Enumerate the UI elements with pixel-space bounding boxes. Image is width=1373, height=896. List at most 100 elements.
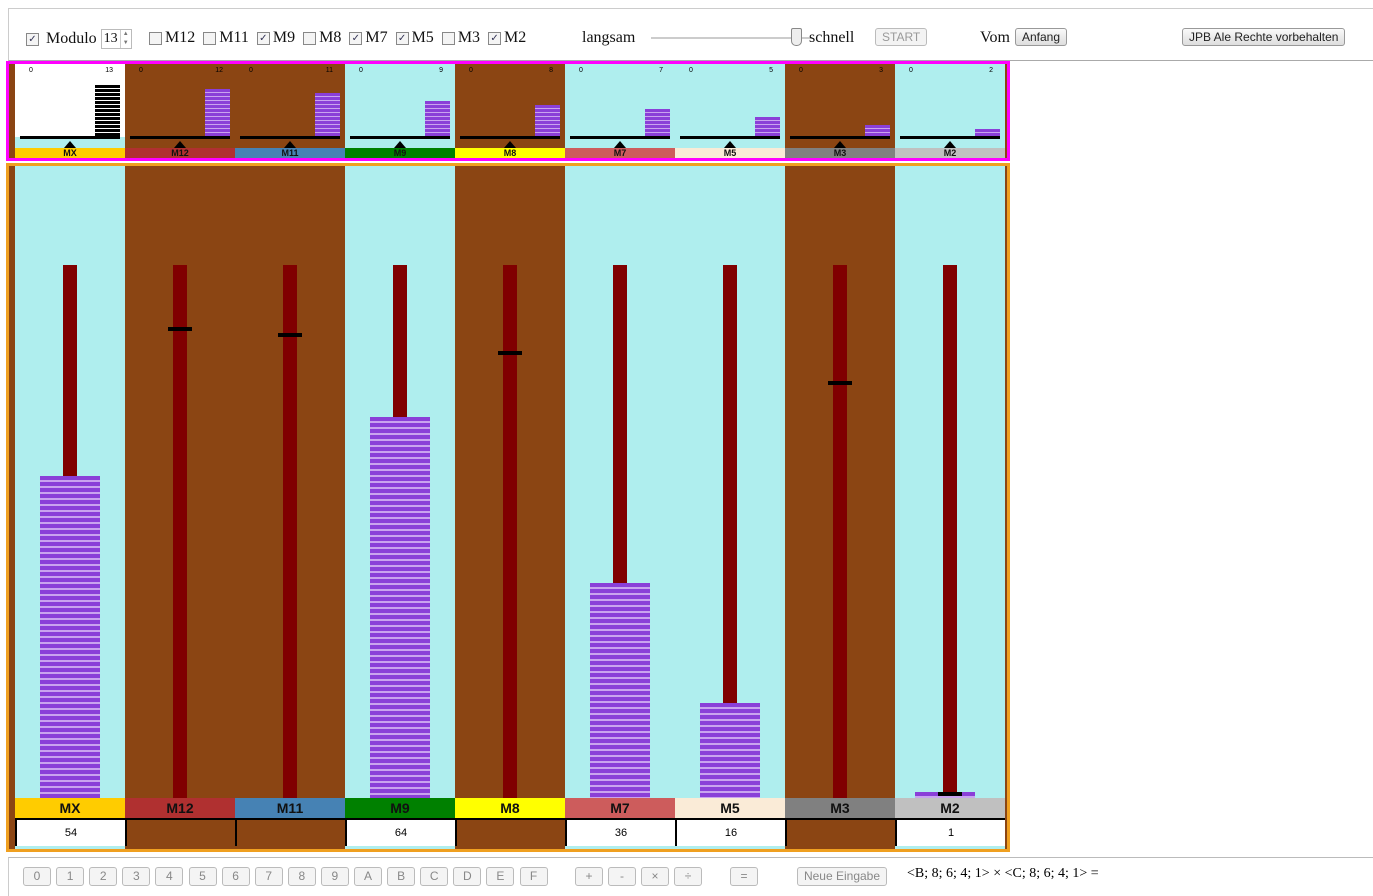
key-9[interactable]: 9 (320, 867, 349, 886)
key-4[interactable]: 4 (155, 867, 184, 886)
abacus-column-m11: M11 (235, 166, 345, 849)
key-f[interactable]: F (519, 867, 548, 886)
key-6[interactable]: 6 (221, 867, 250, 886)
modulo-toggle[interactable]: ✓ Modulo 13 ▲ ▼ (26, 29, 132, 49)
speed-slider[interactable] (651, 28, 811, 46)
scale-min: 0 (249, 67, 253, 74)
overview-label: M12 (125, 148, 235, 158)
scale-max: 12 (215, 67, 223, 74)
checkbox[interactable] (441, 31, 455, 45)
new-input-button[interactable]: Neue Eingabe (797, 867, 887, 886)
column-label: MX (15, 798, 125, 818)
checkbox[interactable] (149, 31, 162, 45)
key-a[interactable]: A (354, 867, 382, 886)
key-2[interactable]: 2 (89, 867, 118, 886)
slider-thumb[interactable] (791, 28, 802, 46)
modulo-label: Modulo (46, 30, 97, 47)
modulus-toggle-m11[interactable]: M11 (203, 29, 249, 47)
modulus-stack (205, 89, 230, 137)
modulus-stack (645, 109, 670, 137)
fast-label: schnell (809, 29, 855, 46)
modulus-toggle-m7[interactable]: ✓ M7 (349, 29, 388, 47)
balance-beam (130, 136, 230, 139)
checkbox[interactable]: ✓ (488, 31, 502, 45)
key-d[interactable]: D (453, 867, 482, 886)
operator-button[interactable]: + (575, 867, 603, 886)
overview-label: M11 (235, 148, 345, 158)
from-start-button[interactable]: Anfang (1015, 28, 1068, 46)
value-cell: 64 (345, 818, 455, 846)
abacus-column-m2: M2 1 (895, 166, 1005, 849)
overview-label: M3 (785, 148, 895, 158)
column-label: M11 (235, 798, 345, 818)
overview-column: 0 13 MX (15, 64, 125, 158)
modulus-label: M3 (457, 29, 481, 46)
balance-beam (20, 136, 120, 139)
position-marker[interactable] (498, 350, 522, 355)
position-marker[interactable] (938, 792, 962, 796)
toolbar: ✓ Modulo 13 ▲ ▼ M12 M11 ✓ M9 M8 ✓ M7 ✓ M5 M3 ✓ M2 lan… (8, 8, 1373, 61)
modulus-label: M9 (272, 29, 296, 46)
modulus-toggle-m2[interactable]: ✓ M2 (488, 29, 526, 47)
equals-button[interactable]: = (730, 867, 758, 886)
modulus-label: M7 (365, 29, 388, 46)
checkbox[interactable]: ✓ (256, 31, 270, 45)
key-7[interactable]: 7 (254, 867, 283, 886)
rights-button[interactable]: JPB Ale Rechte vorbehalten (1182, 28, 1346, 46)
overview-label: M2 (895, 148, 1005, 158)
rod (283, 265, 297, 798)
modulus-stack (425, 101, 450, 137)
modulus-toggle-m12[interactable]: M12 (149, 29, 195, 47)
scale-min: 0 (139, 67, 143, 74)
modulus-label: M2 (504, 29, 527, 46)
scale-min: 0 (799, 67, 803, 74)
key-e[interactable]: E (486, 867, 515, 886)
modulus-toggle-m5[interactable]: ✓ M5 (395, 29, 434, 47)
pivot-triangle-icon (174, 141, 186, 148)
checkbox[interactable]: ✓ (395, 31, 409, 45)
operator-button[interactable]: × (641, 867, 669, 886)
pivot-triangle-icon (504, 141, 516, 148)
position-marker[interactable] (168, 327, 192, 332)
position-marker[interactable] (278, 333, 302, 338)
modulus-toggle-m9[interactable]: ✓ M9 (256, 29, 296, 47)
scale-max: 2 (989, 67, 993, 74)
position-marker[interactable] (828, 380, 852, 385)
operator-button[interactable]: ÷ (674, 867, 702, 886)
modulo-checkbox[interactable]: ✓ (26, 32, 39, 46)
modulus-toggle-m8[interactable]: M8 (303, 29, 341, 47)
modulus-toggle-m3[interactable]: M3 (441, 29, 481, 47)
column-label: M12 (125, 798, 235, 818)
bead-stack (40, 476, 100, 798)
operator-button[interactable]: - (608, 867, 636, 886)
rod (723, 265, 737, 798)
balance-beam (350, 136, 450, 139)
key-8[interactable]: 8 (287, 867, 316, 886)
spinner-arrows-icon[interactable]: ▲ ▼ (119, 30, 131, 48)
checkbox[interactable]: ✓ (349, 31, 363, 45)
overview-column: 0 12 M12 (125, 64, 235, 158)
rod (943, 265, 957, 798)
key-3[interactable]: 3 (122, 867, 151, 886)
pivot-triangle-icon (284, 141, 296, 148)
checkbox[interactable] (303, 31, 317, 45)
balance-beam (460, 136, 560, 139)
pivot-triangle-icon (394, 141, 406, 148)
modulo-spinner[interactable]: 13 ▲ ▼ (100, 29, 132, 49)
key-c[interactable]: C (420, 867, 449, 886)
scale-max: 11 (325, 67, 333, 74)
overview-label: MX (15, 148, 125, 158)
scale-max: 3 (879, 67, 883, 74)
key-0[interactable]: 0 (23, 867, 51, 886)
key-b[interactable]: B (387, 867, 416, 886)
start-button[interactable]: START (875, 28, 928, 46)
key-5[interactable]: 5 (188, 867, 217, 886)
key-1[interactable]: 1 (56, 867, 85, 886)
overview-column: 0 3 M3 (785, 64, 895, 158)
value-cell: 54 (15, 818, 125, 846)
value-cell: 16 (675, 818, 785, 846)
modulus-stack (535, 105, 560, 137)
rod (173, 265, 187, 798)
checkbox[interactable] (203, 31, 217, 45)
